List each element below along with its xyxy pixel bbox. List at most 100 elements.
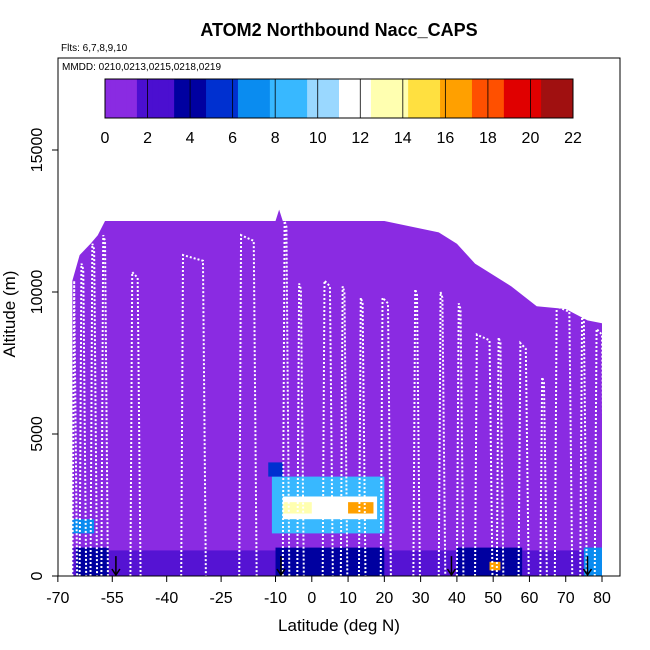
heatmap-cell <box>268 462 283 477</box>
colorbar-swatch <box>397 79 404 118</box>
colorbar-swatch <box>456 79 462 118</box>
colorbar-swatch <box>503 79 510 118</box>
colorbar-swatch <box>461 79 468 118</box>
colorbar-swatch <box>291 79 297 118</box>
flight-track-segment <box>78 263 88 577</box>
colorbar-swatch <box>179 79 186 118</box>
colorbar-swatch <box>243 79 250 118</box>
flight-track-segment <box>539 376 548 577</box>
flight-track-segment <box>339 286 349 577</box>
colorbar-swatch <box>216 79 223 118</box>
flight-track-segment <box>296 283 305 577</box>
y-tick-label: 10000 <box>29 270 46 315</box>
colorbar-swatch <box>339 79 345 118</box>
colorbar-tick-label: 6 <box>228 130 237 147</box>
down-arrow-icon <box>582 568 593 577</box>
heatmap-cell <box>489 561 501 571</box>
flight-track-segment <box>71 280 79 577</box>
heatmap-cell <box>72 519 95 534</box>
colorbar-swatch <box>450 79 457 118</box>
colorbar-tick-label: 0 <box>101 130 110 147</box>
colorbar-tick-label: 4 <box>186 130 195 147</box>
x-tick-label: -25 <box>210 590 233 607</box>
boundary-layer-cell <box>522 550 584 576</box>
colorbar-swatch <box>487 79 494 118</box>
colorbar-swatch <box>402 79 409 118</box>
x-tick-label: 30 <box>412 590 430 607</box>
colorbar-swatch <box>195 79 202 118</box>
colorbar-tick-label: 8 <box>271 130 280 147</box>
colorbar-swatch <box>285 79 292 118</box>
x-tick-label: 60 <box>521 590 539 607</box>
colorbar-swatch <box>227 79 234 118</box>
colorbar-swatch <box>280 79 287 118</box>
colorbar-swatch <box>434 79 441 118</box>
y-tick-label: 5000 <box>29 416 46 452</box>
down-arrow-icon <box>276 568 286 577</box>
colorbar-swatch <box>466 79 473 118</box>
x-tick-label: 80 <box>593 590 611 607</box>
colorbar-swatch <box>376 79 383 118</box>
colorbar-swatch <box>509 79 515 118</box>
x-axis-label: Latitude (deg N) <box>278 616 400 635</box>
colorbar-swatch <box>206 79 212 118</box>
flight-track-segment <box>89 243 99 577</box>
colorbar-swatch <box>429 79 436 118</box>
y-axis-label: Altitude (m) <box>0 271 19 358</box>
colorbar-tick-label: 14 <box>394 130 412 147</box>
colorbar-swatch <box>174 79 180 118</box>
axes: -70 -55 -40 -25 -10 0 10 20 30 40 50 60 70 8005000100… <box>29 58 620 607</box>
colorbar-swatch <box>551 79 558 118</box>
colorbar-swatch <box>152 79 159 118</box>
colorbar-swatch <box>519 79 526 118</box>
colorbar-tick-label: 10 <box>309 130 327 147</box>
colorbar-swatch <box>440 79 446 118</box>
colorbar-swatch <box>275 79 281 118</box>
colorbar-swatch <box>105 79 111 118</box>
y-tick-label: 0 <box>29 571 46 580</box>
colorbar-tick-label: 2 <box>143 130 152 147</box>
colorbar-swatch <box>360 79 367 118</box>
colorbar-swatch <box>344 79 351 118</box>
colorbar-swatch <box>424 79 430 118</box>
colorbar-swatch <box>557 79 563 118</box>
colorbar-swatch <box>482 79 489 118</box>
colorbar-swatch <box>381 79 388 118</box>
colorbar-swatch <box>477 79 484 118</box>
colorbar-swatch <box>535 79 542 118</box>
colorbar-swatch <box>301 79 308 118</box>
colorbar-tick-label: 18 <box>479 130 497 147</box>
mmdd-label: MMDD: 0210,0213,0215,0218,0219 <box>62 62 221 73</box>
colorbar-swatch <box>312 79 319 118</box>
x-tick-label: 0 <box>307 590 316 607</box>
colorbar-swatch <box>498 79 505 118</box>
flights-label: Flts: 6,7,8,9,10 <box>61 43 128 54</box>
colorbar-swatch <box>296 79 303 118</box>
flight-track-segment <box>553 304 574 577</box>
colorbar-swatch <box>253 79 260 118</box>
flight-track-segment <box>100 234 109 577</box>
colorbar-swatch <box>471 79 478 118</box>
colorbar-swatch <box>333 79 340 118</box>
heatmap-cell <box>348 502 374 514</box>
colorbar-swatch <box>493 79 500 118</box>
colorbar-swatch <box>142 79 149 118</box>
flight-track-segment <box>437 291 447 577</box>
colorbar-swatch <box>259 79 266 118</box>
flight-track-segment <box>129 269 142 577</box>
y-tick-label: 15000 <box>29 128 46 173</box>
x-tick-label: -70 <box>46 590 69 607</box>
x-tick-label: 10 <box>339 590 357 607</box>
colorbar-swatch <box>392 79 398 118</box>
colorbar-tick-label: 16 <box>436 130 454 147</box>
colorbar-swatch <box>147 79 154 118</box>
boundary-layer-cell <box>108 550 138 576</box>
colorbar-swatch <box>200 79 207 118</box>
colorbar-swatch <box>514 79 521 118</box>
flight-track-segment <box>357 297 367 577</box>
flight-track-segment <box>517 340 530 577</box>
heatmap-cell <box>76 547 109 576</box>
colorbar-swatch <box>237 79 244 118</box>
